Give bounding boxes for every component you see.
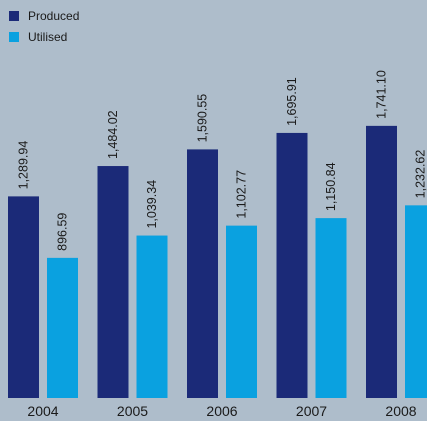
data-label-utilised-2008: 1,232.62 xyxy=(414,150,427,199)
legend-swatch-produced xyxy=(9,11,19,21)
data-label-utilised-2007: 1,150.84 xyxy=(324,162,338,211)
bar-utilised-2007 xyxy=(315,218,347,398)
legend-swatch-utilised xyxy=(9,32,19,42)
data-label-produced-2006: 1,590.55 xyxy=(196,94,210,143)
bar-utilised-2008 xyxy=(405,205,427,398)
data-label-produced-2008: 1,741.10 xyxy=(375,70,389,119)
data-label-produced-2004: 1,289.94 xyxy=(17,141,31,190)
legend: Produced Utilised xyxy=(9,9,79,44)
x-tick-label-2006: 2006 xyxy=(206,403,237,419)
bar-utilised-2005 xyxy=(136,235,168,398)
x-tick-label-2007: 2007 xyxy=(296,403,327,419)
bars-group xyxy=(8,125,427,398)
bar-produced-2005 xyxy=(97,166,129,398)
data-label-utilised-2005: 1,039.34 xyxy=(145,180,159,229)
legend-label-utilised: Utilised xyxy=(28,30,67,44)
bar-produced-2004 xyxy=(8,196,39,398)
data-label-produced-2007: 1,695.91 xyxy=(285,77,299,126)
bar-produced-2006 xyxy=(187,149,218,398)
bar-utilised-2006 xyxy=(226,225,257,398)
data-label-utilised-2006: 1,102.77 xyxy=(235,170,249,219)
data-label-produced-2005: 1,484.02 xyxy=(106,110,120,159)
legend-label-produced: Produced xyxy=(28,9,79,23)
value-labels-group: 1,289.94 896.59 1,484.02 1,039.34 1,590.55 1,… xyxy=(17,70,427,251)
x-tick-label-2005: 2005 xyxy=(117,403,148,419)
bar-utilised-2004 xyxy=(47,257,78,398)
bar-produced-2007 xyxy=(276,132,308,398)
x-tick-label-2004: 2004 xyxy=(27,403,58,419)
data-label-utilised-2004: 896.59 xyxy=(56,213,70,251)
bar-produced-2008 xyxy=(366,125,397,398)
x-tick-label-2008: 2008 xyxy=(385,403,416,419)
x-axis-ticks: 2004 2005 2006 2007 2008 xyxy=(27,403,416,419)
